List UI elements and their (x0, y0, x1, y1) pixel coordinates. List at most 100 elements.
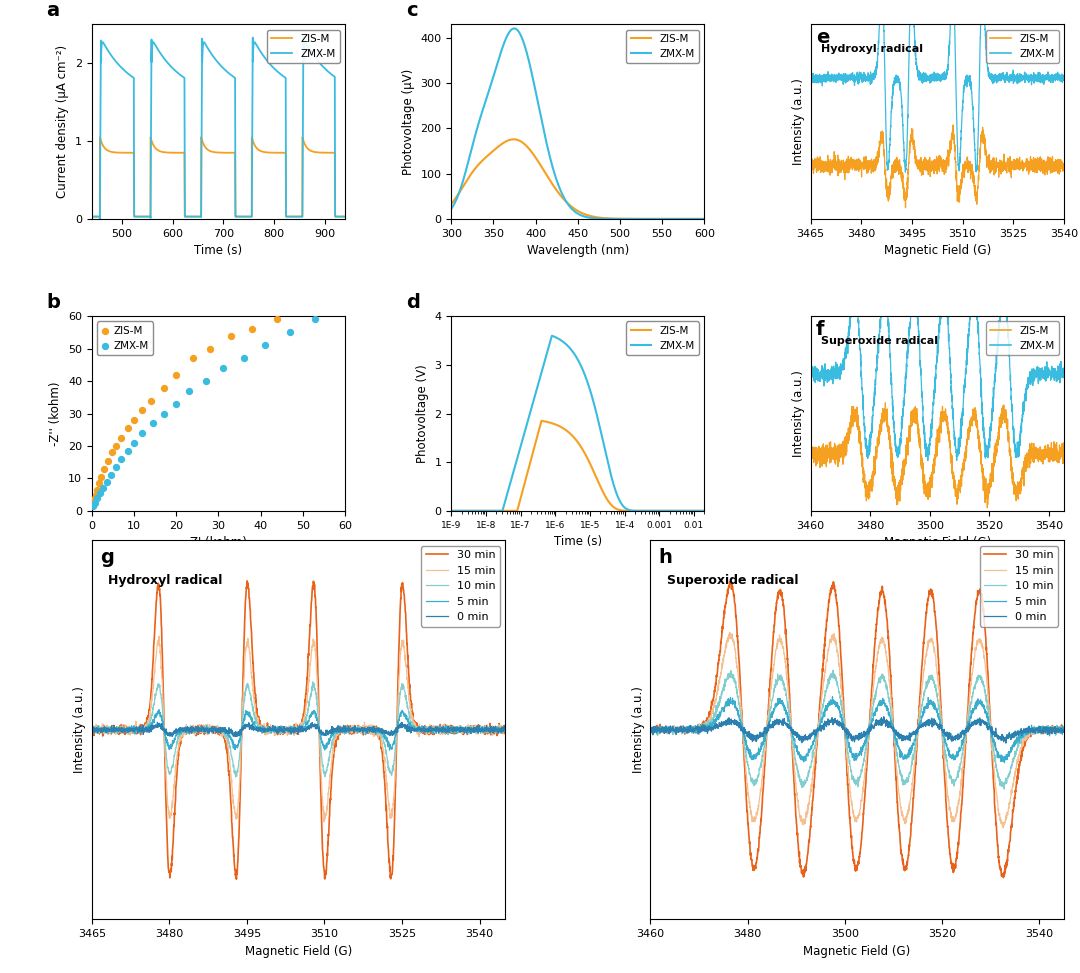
10 min (275, 724, 288, 736)
Legend: ZIS-M, ZMX-M: ZIS-M, ZMX-M (626, 321, 699, 355)
Legend: ZIS-M, ZMX-M: ZIS-M, ZMX-M (267, 29, 340, 63)
30 min (970, 595, 983, 607)
30 min (644, 725, 657, 737)
5 min (499, 724, 512, 736)
Legend: ZIS-M, ZMX-M: ZIS-M, ZMX-M (97, 321, 153, 355)
ZMX-M (445, 203, 458, 215)
ZIS-M (96, 138, 109, 150)
Legend: 30 min, 15 min, 10 min, 5 min, 0 min: 30 min, 15 min, 10 min, 5 min, 0 min (421, 546, 500, 627)
Line: ZIS-M: ZIS-M (451, 139, 704, 219)
Line: 5 min: 5 min (650, 697, 1064, 763)
ZMX-M (125, 435, 143, 450)
ZMX-M (107, 459, 124, 475)
ZMX-M (210, 54, 222, 65)
ZMX-M (85, 211, 98, 223)
ZMX-M (89, 490, 106, 506)
15 min (644, 725, 657, 737)
X-axis label: Time (s): Time (s) (554, 535, 602, 548)
Line: ZMX-M: ZMX-M (451, 28, 704, 219)
30 min (997, 872, 1010, 883)
Y-axis label: Photovoltage (V): Photovoltage (V) (416, 364, 429, 463)
5 min (665, 722, 678, 734)
15 min (970, 643, 983, 655)
ZMX-M (338, 211, 351, 223)
Y-axis label: Intensity (a.u.): Intensity (a.u.) (632, 686, 645, 774)
ZMX-M (567, 204, 580, 216)
10 min (107, 721, 120, 733)
30 min (275, 721, 288, 733)
0 min (85, 726, 98, 738)
ZMX-M (643, 505, 656, 517)
15 min (834, 674, 847, 686)
ZIS-M (143, 393, 160, 409)
ZMX-M (548, 331, 561, 342)
ZIS-M (643, 505, 656, 517)
ZMX-M (135, 211, 148, 223)
ZMX-M (256, 338, 273, 353)
30 min (85, 720, 98, 732)
10 min (1057, 722, 1070, 734)
30 min (845, 830, 858, 842)
ZIS-M (154, 379, 172, 395)
X-axis label: Time (s): Time (s) (194, 244, 242, 257)
Line: ZMX-M: ZMX-M (92, 37, 345, 219)
ZIS-M (99, 452, 117, 468)
15 min (286, 726, 299, 738)
ZIS-M (567, 202, 580, 214)
ZMX-M (94, 481, 111, 496)
0 min (834, 718, 847, 730)
Text: Hydroxyl radical: Hydroxyl radical (108, 574, 222, 587)
15 min (152, 631, 165, 642)
ZMX-M (91, 486, 108, 501)
5 min (107, 723, 120, 735)
ZIS-M (112, 430, 130, 446)
5 min (826, 691, 839, 703)
0 min (970, 715, 983, 727)
Y-axis label: Intensity (a.u.): Intensity (a.u.) (73, 686, 86, 774)
ZMX-M (86, 495, 104, 511)
ZIS-M (185, 350, 202, 366)
30 min (665, 724, 678, 736)
ZMX-M (556, 336, 569, 347)
30 min (724, 576, 737, 588)
5 min (845, 746, 858, 758)
ZMX-M (85, 498, 103, 514)
ZIS-M (86, 211, 99, 223)
0 min (877, 711, 890, 723)
ZIS-M (471, 505, 484, 517)
15 min (665, 722, 678, 734)
15 min (724, 627, 737, 638)
0 min (275, 723, 288, 735)
ZMX-M (325, 68, 338, 80)
ZIS-M (222, 328, 240, 343)
10 min (307, 676, 320, 688)
Text: c: c (406, 1, 417, 20)
10 min (826, 665, 839, 676)
15 min (997, 822, 1010, 834)
15 min (845, 796, 858, 808)
10 min (644, 725, 657, 737)
ZIS-M (87, 486, 105, 502)
0 min (1045, 728, 1058, 739)
ZMX-M (112, 451, 130, 467)
0 min (644, 726, 657, 738)
X-axis label: Magnetic Field (G): Magnetic Field (G) (883, 536, 990, 549)
Y-axis label: -Z'' (kohm): -Z'' (kohm) (50, 381, 63, 446)
ZMX-M (167, 396, 185, 412)
ZIS-M (269, 311, 286, 327)
ZMX-M (692, 213, 705, 225)
ZMX-M (134, 425, 151, 441)
5 min (970, 702, 983, 713)
Y-axis label: Intensity (a.u.): Intensity (a.u.) (792, 78, 805, 165)
ZIS-M (445, 505, 458, 517)
0 min (107, 725, 120, 737)
5 min (644, 724, 657, 736)
Line: 5 min: 5 min (92, 709, 505, 750)
ZMX-M (154, 406, 172, 421)
30 min (411, 720, 424, 732)
ZMX-M (103, 467, 120, 483)
10 min (499, 725, 512, 737)
10 min (665, 722, 678, 734)
ZMX-M (566, 203, 579, 215)
5 min (286, 721, 299, 733)
